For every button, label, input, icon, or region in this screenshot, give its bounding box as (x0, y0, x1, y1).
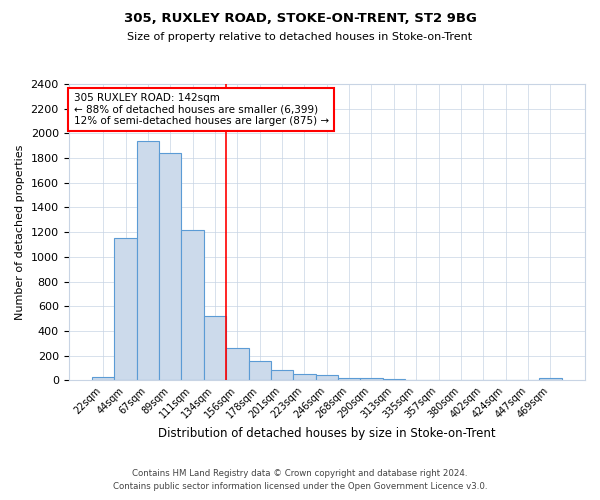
Bar (248, 361, 271, 380)
Bar (338, 378, 361, 380)
Bar (271, 370, 293, 380)
Bar (137, 141, 159, 380)
Bar (92, 377, 115, 380)
Bar (159, 153, 181, 380)
Bar (361, 378, 383, 380)
Bar (293, 374, 316, 380)
Text: Contains public sector information licensed under the Open Government Licence v3: Contains public sector information licen… (113, 482, 487, 491)
Bar (115, 238, 137, 380)
X-axis label: Distribution of detached houses by size in Stoke-on-Trent: Distribution of detached houses by size … (158, 427, 496, 440)
Y-axis label: Number of detached properties: Number of detached properties (15, 144, 25, 320)
Text: 305, RUXLEY ROAD, STOKE-ON-TRENT, ST2 9BG: 305, RUXLEY ROAD, STOKE-ON-TRENT, ST2 9B… (124, 12, 476, 26)
Bar (204, 316, 226, 380)
Bar (539, 378, 562, 380)
Bar (316, 376, 338, 380)
Bar (383, 379, 405, 380)
Text: Contains HM Land Registry data © Crown copyright and database right 2024.: Contains HM Land Registry data © Crown c… (132, 468, 468, 477)
Bar (226, 348, 248, 380)
Text: 305 RUXLEY ROAD: 142sqm
← 88% of detached houses are smaller (6,399)
12% of semi: 305 RUXLEY ROAD: 142sqm ← 88% of detache… (74, 93, 329, 126)
Bar (181, 230, 204, 380)
Text: Size of property relative to detached houses in Stoke-on-Trent: Size of property relative to detached ho… (127, 32, 473, 42)
